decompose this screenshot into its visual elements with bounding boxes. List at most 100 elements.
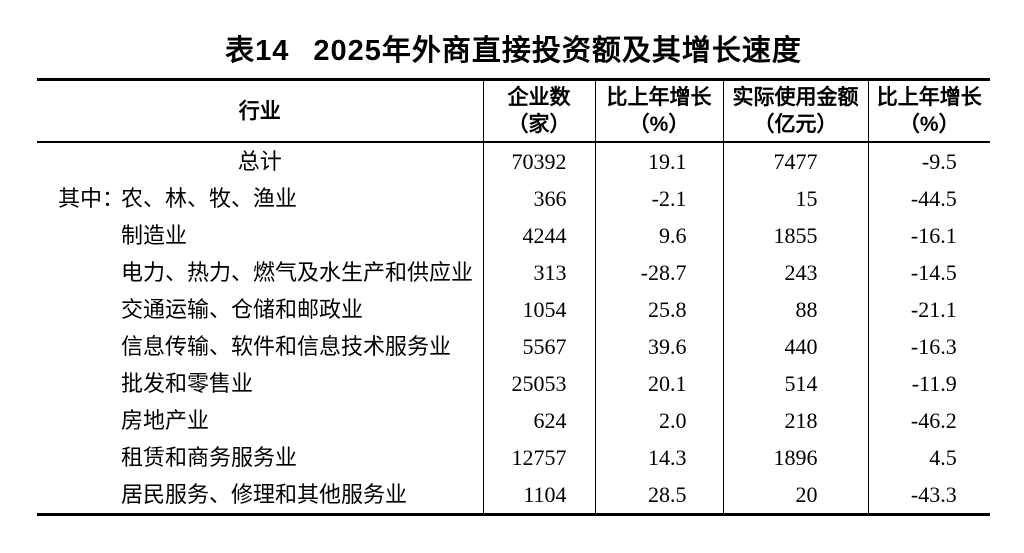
enterprises-growth-value: 9.6 bbox=[659, 223, 687, 248]
amount-growth-cell: -16.3 bbox=[867, 328, 990, 365]
amount-cell: 218 bbox=[722, 402, 868, 439]
amount-value: 440 bbox=[784, 334, 818, 359]
table-body: 总计 70392 19.1 7477 -9.5 其中： 农、林、牧、渔业 366… bbox=[37, 142, 990, 515]
header-amount-unit: （亿元） bbox=[753, 113, 838, 136]
amount-growth-value: -21.1 bbox=[910, 297, 957, 322]
enterprises-value: 624 bbox=[533, 408, 567, 433]
industry-label: 农、林、牧、渔业 bbox=[121, 186, 298, 211]
statistics-table: 行业 企业数 （家） 比上年增长 （%） 实际使用金额 （亿元） 比上年增长 （… bbox=[37, 78, 990, 516]
amount-growth-value: -43.3 bbox=[910, 482, 957, 507]
amount-cell: 7477 bbox=[722, 142, 868, 180]
enterprises-growth-value: 28.5 bbox=[648, 482, 687, 507]
enterprises-growth-cell: 19.1 bbox=[594, 142, 723, 180]
enterprises-cell: 70392 bbox=[482, 142, 595, 180]
table-header: 行业 企业数 （家） 比上年增长 （%） 实际使用金额 （亿元） 比上年增长 （… bbox=[37, 79, 990, 143]
amount-growth-cell: 4.5 bbox=[867, 439, 990, 476]
amount-cell: 243 bbox=[722, 254, 868, 291]
header-industry-label: 行业 bbox=[238, 99, 281, 123]
enterprises-growth-value: 39.6 bbox=[648, 334, 687, 359]
industry-cell: 电力、热力、燃气及水生产和供应业 bbox=[37, 254, 483, 291]
amount-growth-cell: -21.1 bbox=[867, 291, 990, 328]
amount-growth-value: -16.1 bbox=[910, 223, 957, 248]
industry-label: 居民服务、修理和其他服务业 bbox=[121, 482, 408, 507]
enterprises-cell: 4244 bbox=[482, 217, 595, 254]
amount-growth-value: -46.2 bbox=[910, 408, 957, 433]
enterprises-growth-cell: 9.6 bbox=[594, 217, 723, 254]
enterprises-value: 25053 bbox=[511, 371, 567, 396]
amount-growth-cell: -44.5 bbox=[867, 180, 990, 217]
enterprises-growth-value: -2.1 bbox=[651, 186, 687, 211]
industry-label: 制造业 bbox=[121, 223, 188, 248]
row-prefix: 其中： bbox=[58, 186, 125, 211]
industry-cell: 居民服务、修理和其他服务业 bbox=[37, 476, 483, 515]
industry-cell: 制造业 bbox=[37, 217, 483, 254]
industry-label: 批发和零售业 bbox=[121, 371, 254, 396]
amount-growth-cell: -16.1 bbox=[867, 217, 990, 254]
enterprises-value: 4244 bbox=[522, 223, 567, 248]
industry-label: 信息传输、软件和信息技术服务业 bbox=[121, 334, 452, 359]
enterprises-value: 5567 bbox=[522, 334, 567, 359]
amount-growth-value: -9.5 bbox=[921, 149, 957, 174]
industry-cell: 其中： 农、林、牧、渔业 bbox=[37, 180, 483, 217]
amount-cell: 1855 bbox=[722, 217, 868, 254]
enterprises-cell: 1104 bbox=[482, 476, 595, 515]
table-row: 信息传输、软件和信息技术服务业 5567 39.6 440 -16.3 bbox=[37, 328, 990, 365]
amount-cell: 88 bbox=[722, 291, 868, 328]
table-row: 租赁和商务服务业 12757 14.3 1896 4.5 bbox=[37, 439, 990, 476]
amount-value: 243 bbox=[784, 260, 818, 285]
amount-growth-cell: -46.2 bbox=[867, 402, 990, 439]
header-amount-growth-unit: （%） bbox=[898, 113, 960, 136]
industry-cell: 总计 bbox=[37, 142, 483, 180]
enterprises-cell: 25053 bbox=[482, 365, 595, 402]
header-row: 行业 企业数 （家） 比上年增长 （%） 实际使用金额 （亿元） 比上年增长 （… bbox=[37, 79, 990, 143]
amount-cell: 15 bbox=[722, 180, 868, 217]
table-row: 制造业 4244 9.6 1855 -16.1 bbox=[37, 217, 990, 254]
enterprises-growth-value: 19.1 bbox=[648, 149, 687, 174]
amount-growth-value: -16.3 bbox=[910, 334, 957, 359]
enterprises-value: 1054 bbox=[522, 297, 567, 322]
amount-growth-cell: -14.5 bbox=[867, 254, 990, 291]
enterprises-value: 12757 bbox=[511, 445, 567, 470]
header-enterprises-unit: （家） bbox=[507, 113, 571, 136]
table-row: 其中： 农、林、牧、渔业 366 -2.1 15 -44.5 bbox=[37, 180, 990, 217]
amount-growth-value: 4.5 bbox=[929, 445, 957, 470]
header-industry: 行业 bbox=[37, 79, 483, 143]
enterprises-growth-cell: 39.6 bbox=[594, 328, 723, 365]
table-row: 房地产业 624 2.0 218 -46.2 bbox=[37, 402, 990, 439]
enterprises-value: 1104 bbox=[523, 482, 567, 507]
amount-growth-cell: -9.5 bbox=[867, 142, 990, 180]
enterprises-growth-value: -28.7 bbox=[640, 260, 687, 285]
table-row: 总计 70392 19.1 7477 -9.5 bbox=[37, 142, 990, 180]
industry-label: 总计 bbox=[237, 149, 282, 174]
amount-value: 15 bbox=[795, 186, 818, 211]
header-enterprises-growth: 比上年增长 （%） bbox=[594, 79, 723, 143]
enterprises-cell: 5567 bbox=[482, 328, 595, 365]
enterprises-cell: 313 bbox=[482, 254, 595, 291]
amount-growth-cell: -43.3 bbox=[867, 476, 990, 515]
enterprises-value: 70392 bbox=[511, 149, 567, 174]
enterprises-cell: 624 bbox=[482, 402, 595, 439]
table-row: 电力、热力、燃气及水生产和供应业 313 -28.7 243 -14.5 bbox=[37, 254, 990, 291]
amount-cell: 20 bbox=[722, 476, 868, 515]
amount-value: 88 bbox=[795, 297, 818, 322]
industry-label: 电力、热力、燃气及水生产和供应业 bbox=[121, 260, 474, 285]
table-row: 居民服务、修理和其他服务业 1104 28.5 20 -43.3 bbox=[37, 476, 990, 515]
enterprises-growth-cell: 2.0 bbox=[594, 402, 723, 439]
amount-value: 1855 bbox=[773, 223, 818, 248]
industry-cell: 信息传输、软件和信息技术服务业 bbox=[37, 328, 483, 365]
header-amount-label: 实际使用金额 bbox=[732, 86, 859, 109]
enterprises-growth-value: 2.0 bbox=[659, 408, 687, 433]
enterprises-growth-cell: -28.7 bbox=[594, 254, 723, 291]
industry-label: 房地产业 bbox=[121, 408, 210, 433]
enterprises-value: 366 bbox=[533, 186, 567, 211]
amount-value: 514 bbox=[784, 371, 818, 396]
amount-growth-cell: -11.9 bbox=[867, 365, 990, 402]
industry-label: 交通运输、仓储和邮政业 bbox=[121, 297, 364, 322]
enterprises-growth-value: 14.3 bbox=[648, 445, 687, 470]
enterprises-growth-value: 25.8 bbox=[648, 297, 687, 322]
enterprises-growth-value: 20.1 bbox=[648, 371, 687, 396]
enterprises-growth-cell: 28.5 bbox=[594, 476, 723, 515]
header-enterprises: 企业数 （家） bbox=[482, 79, 595, 143]
industry-cell: 租赁和商务服务业 bbox=[37, 439, 483, 476]
header-enterprises-growth-unit: （%） bbox=[628, 113, 690, 136]
